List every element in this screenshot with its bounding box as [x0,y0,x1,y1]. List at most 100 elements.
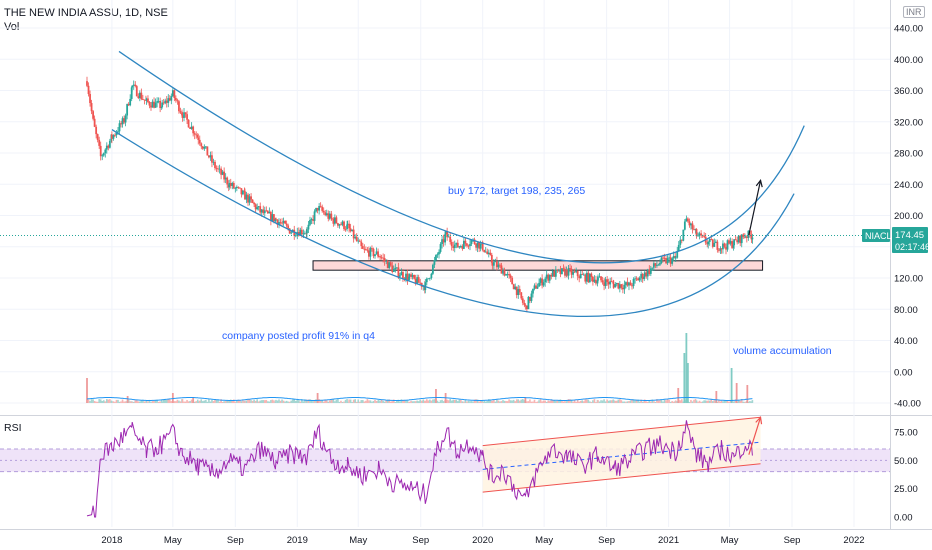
volume-bar [369,400,372,403]
candle-body [710,238,713,240]
volume-bar [173,401,176,403]
candle-body [141,99,144,100]
volume-bar [102,400,105,403]
candle-body [643,276,646,280]
price-tick-label: 360.00 [894,86,923,97]
volume-bar [489,399,492,403]
volume-bar [553,400,556,403]
volume-bar [542,400,545,403]
volume-bar [256,399,258,403]
candle-body [379,256,381,258]
candle-body [442,239,445,243]
candle-body [131,85,134,88]
volume-bar [694,399,697,403]
rsi-line-group [86,415,763,518]
candle-body [614,284,617,288]
price-tick-label: 240.00 [894,180,923,191]
candle-body [288,228,291,234]
volume-bar [355,401,358,403]
volume-annotation[interactable]: volume accumulation [733,345,832,357]
volume-bar [515,399,518,403]
candle-body [491,262,494,266]
candle-body [450,241,453,247]
candle-body [178,101,180,112]
candle-body [562,268,565,270]
candle-body [417,277,420,283]
candle-body [698,233,701,236]
volume-bar [478,401,480,403]
candle-body [278,222,280,225]
volume-bar [215,400,218,403]
candle-body [346,223,349,225]
candle-body [107,145,110,148]
volume-bar [713,400,716,403]
volume-spike [746,385,749,403]
candle-body [628,282,630,286]
candle-body [483,249,486,253]
candle-body [290,232,293,234]
candle-body [168,98,171,101]
candle-body [706,242,709,245]
candle-body [466,243,468,246]
volume-bar [132,401,135,403]
candle-body [588,273,591,283]
candle-body [184,112,187,115]
candle-body [112,135,115,139]
candle-body [235,186,238,188]
candle-body [590,273,593,277]
candle-body [461,246,464,249]
upper-channel-curve [118,50,805,264]
profit-annotation[interactable]: company posted profit 91% in q4 [222,330,375,342]
volume-bar [281,399,283,403]
currency-badge[interactable]: INR [903,6,925,18]
volume-bar [203,400,206,403]
volume-bar [164,399,167,403]
candle-body [302,233,305,235]
volume-bar [576,399,579,403]
volume-bar [413,401,415,403]
candle-body [439,244,442,252]
volume-bar [742,401,745,403]
candle-body [118,123,121,132]
candle-body [386,260,389,269]
candle-body [564,268,566,276]
candle-body [631,285,633,287]
candle-body [557,269,560,271]
candle-body [542,282,545,286]
volume-bar [417,401,420,403]
candle-body [517,289,520,296]
volume-bar [257,401,260,403]
candle-body [736,240,739,243]
volume-bar [509,400,512,403]
volume-bar [669,401,672,403]
bar-countdown: 02:17:46 [895,242,930,252]
volume-bar [486,401,489,403]
candle-body [257,206,260,208]
candle-body [669,257,672,264]
volume-bar [469,401,471,403]
volume-bar [676,401,679,403]
volume-bar [693,399,695,403]
candle-body [160,106,163,108]
trade-plan-annotation[interactable]: buy 172, target 198, 235, 265 [448,185,585,197]
volume-bar [385,400,387,403]
volume-bar [441,399,443,403]
candle-body [625,282,627,285]
candle-body [274,218,277,222]
volume-bar [532,401,534,403]
volume-bar [512,399,515,403]
candle-body [447,236,450,238]
candle-body [544,278,547,283]
volume-bar [476,399,479,403]
volume-bar [517,399,520,403]
candle-body [691,223,694,230]
candle-body [306,229,308,234]
candle-body [494,261,497,263]
candle-body [145,98,148,101]
candle-body [193,133,196,135]
volume-bar [313,399,316,403]
last-price-tag[interactable]: NIACL 174.45 02:17:46 [862,227,930,253]
candle-body [612,283,615,288]
volume-bar [147,401,149,403]
